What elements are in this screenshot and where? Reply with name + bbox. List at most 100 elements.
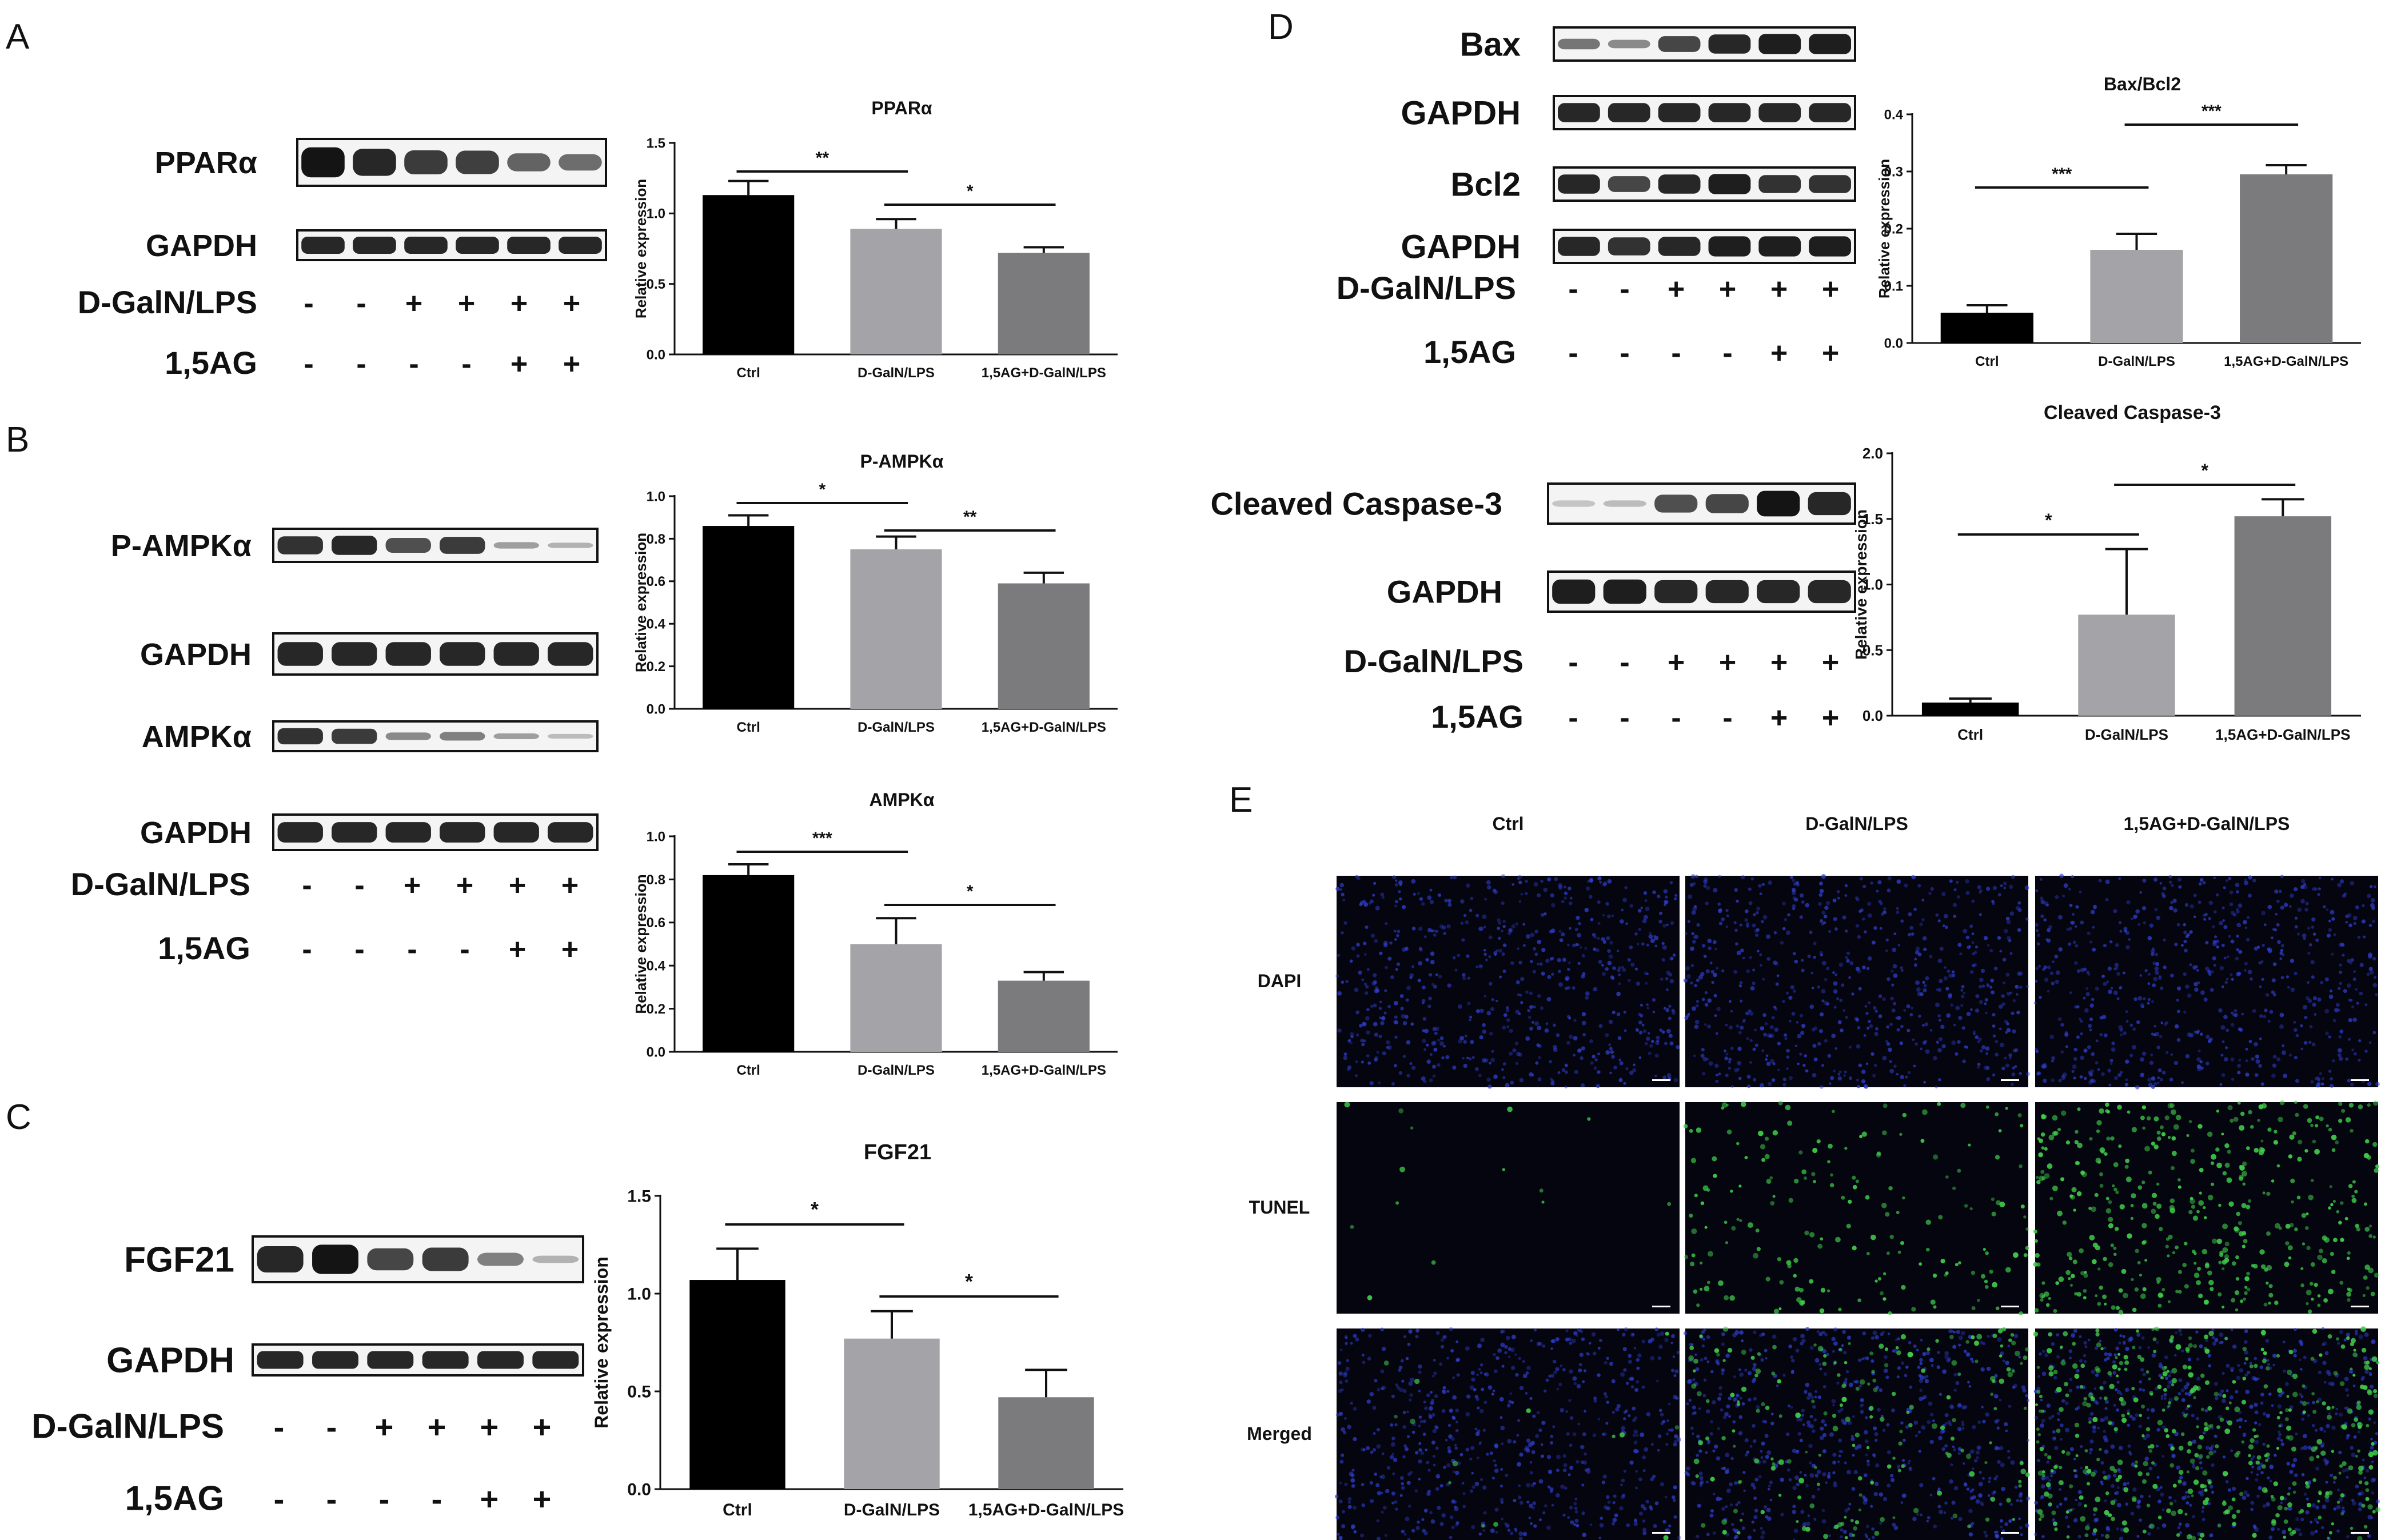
dapi-nucleus [1930, 887, 1934, 891]
dapi-nucleus [2307, 927, 2311, 930]
dapi-nucleus [1994, 1394, 1999, 1399]
dapi-nucleus [1890, 1478, 1895, 1482]
dapi-nucleus [1811, 1494, 1816, 1499]
dapi-nucleus [2218, 1008, 2223, 1013]
tunel-positive-cell [2076, 1191, 2082, 1196]
dapi-nucleus [1978, 1037, 1982, 1042]
dapi-nucleus [1380, 1369, 1385, 1374]
tunel-positive-cell [2297, 1156, 2302, 1162]
dapi-nucleus [2239, 1368, 2244, 1373]
dapi-nucleus [1620, 1372, 1625, 1377]
dapi-nucleus [2083, 1076, 2087, 1080]
tunel-positive-cell [1838, 1347, 1842, 1351]
dapi-nucleus [2344, 1387, 2349, 1392]
dapi-nucleus [1453, 875, 1457, 880]
dapi-nucleus [1399, 994, 1404, 998]
dapi-nucleus [1418, 1364, 1422, 1369]
dapi-nucleus [2076, 969, 2081, 973]
dapi-nucleus [2113, 909, 2117, 913]
dapi-nucleus [2243, 1490, 2248, 1495]
tunel-positive-cell [1828, 1143, 1833, 1149]
dapi-nucleus [2100, 1072, 2105, 1076]
dapi-nucleus [1347, 1501, 1351, 1504]
dapi-nucleus [1698, 1449, 1702, 1453]
dapi-nucleus [1395, 1507, 1398, 1511]
dapi-nucleus [1665, 1432, 1669, 1435]
dapi-nucleus [2350, 1082, 2354, 1087]
dapi-nucleus [1444, 899, 1448, 903]
dapi-nucleus [2059, 873, 2064, 879]
dapi-nucleus [1365, 985, 1369, 989]
dapi-nucleus [1944, 1355, 1949, 1359]
tunel-positive-cell [2105, 1102, 2109, 1107]
dapi-nucleus [1855, 967, 1860, 971]
dapi-nucleus [1536, 1342, 1541, 1346]
dapi-nucleus [1652, 998, 1656, 1002]
dapi-nucleus [1439, 1036, 1444, 1040]
tunel-positive-cell [2363, 1202, 2367, 1206]
dapi-nucleus [2212, 941, 2217, 947]
dapi-nucleus [1361, 1354, 1365, 1357]
dapi-nucleus [1768, 880, 1772, 885]
dapi-nucleus [1963, 991, 1966, 995]
x-tick-label: 1,5AG+D-GalN/LPS [982, 1063, 1106, 1078]
dapi-nucleus [1848, 1502, 1852, 1506]
tunel-positive-cell [2144, 1259, 2148, 1262]
dapi-nucleus [2178, 1378, 2183, 1382]
dapi-nucleus [1435, 1446, 1439, 1450]
treatment-sign: + [509, 933, 526, 966]
dapi-nucleus [1662, 924, 1666, 928]
dapi-nucleus [1593, 987, 1598, 992]
dapi-nucleus [1469, 1457, 1473, 1461]
dapi-nucleus [1802, 1523, 1806, 1527]
dapi-nucleus [2241, 1012, 2244, 1016]
treatment-sign: + [1668, 646, 1685, 679]
dapi-nucleus [1991, 900, 1995, 903]
tunel-positive-cell [1834, 1525, 1839, 1530]
tunel-positive-cell [2020, 1469, 2027, 1474]
tunel-positive-cell [2338, 1119, 2343, 1123]
dapi-nucleus [1499, 1498, 1504, 1502]
dapi-nucleus [2201, 1510, 2204, 1513]
dapi-nucleus [2116, 1408, 2120, 1412]
dapi-nucleus [1569, 1443, 1573, 1447]
dapi-nucleus [1700, 1482, 1703, 1485]
tunel-positive-cell [1883, 1103, 1888, 1108]
dapi-nucleus [1506, 1018, 1510, 1022]
tunel-positive-cell [2238, 1221, 2243, 1226]
dapi-nucleus [1347, 1425, 1351, 1430]
dapi-nucleus [1661, 941, 1665, 945]
dapi-nucleus [1961, 1405, 1966, 1410]
blot-band [559, 237, 602, 254]
dapi-nucleus [1865, 1062, 1869, 1066]
dapi-nucleus [2089, 1003, 2094, 1008]
dapi-nucleus [1380, 1327, 1385, 1331]
dapi-nucleus [1351, 946, 1355, 951]
tunel-positive-cell [2234, 1226, 2239, 1231]
dapi-nucleus [2300, 884, 2305, 889]
dapi-nucleus [2224, 1046, 2228, 1050]
dapi-nucleus [2151, 952, 2155, 956]
dapi-nucleus [1937, 1505, 1941, 1509]
treatment-sign: - [407, 933, 417, 966]
dapi-nucleus [1405, 1517, 1410, 1522]
dapi-nucleus [1696, 1434, 1700, 1439]
tunel-positive-cell [2292, 1131, 2296, 1136]
dapi-nucleus [2091, 1052, 2095, 1056]
dapi-nucleus [1857, 1026, 1861, 1030]
dapi-nucleus [1666, 923, 1669, 927]
dapi-nucleus [1805, 1069, 1809, 1073]
tunel-positive-cell [2080, 1271, 2085, 1275]
dapi-nucleus [1373, 1431, 1376, 1435]
dapi-nucleus [1664, 903, 1666, 906]
dapi-nucleus [2214, 935, 2217, 939]
dapi-nucleus [2355, 905, 2359, 909]
tunel-positive-cell [1612, 1434, 1616, 1439]
dapi-nucleus [1592, 1055, 1596, 1059]
dapi-nucleus [1951, 1330, 1954, 1333]
dapi-nucleus [1893, 1064, 1897, 1068]
dapi-nucleus [2248, 893, 2252, 898]
